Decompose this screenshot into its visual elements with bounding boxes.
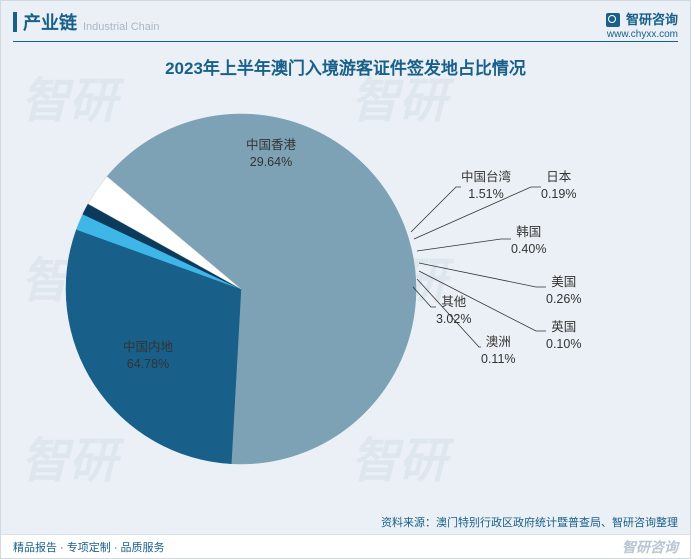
slice-label-hk: 中国香港 29.64% [246, 137, 296, 171]
pie-chart [51, 89, 431, 469]
slice-label-mainland: 中国内地 64.78% [123, 339, 173, 373]
brand-logo-icon [606, 13, 620, 27]
source-text: 资料来源：澳门特别行政区政府统计暨普查局、智研咨询整理 [381, 514, 678, 530]
footer-left: 精品报告 · 专项定制 · 品质服务 [13, 539, 165, 555]
footer: 精品报告 · 专项定制 · 品质服务 智研咨询 [1, 534, 690, 558]
slice-label-tw: 中国台湾 1.51% [461, 169, 511, 203]
header-accent-bar [13, 12, 17, 32]
brand-name: 智研咨询 [626, 12, 678, 27]
slice-label-au: 澳洲 0.11% [481, 334, 516, 368]
slice-label-jp: 日本 0.19% [541, 169, 576, 203]
slice-label-us: 美国 0.26% [546, 274, 581, 308]
chart-area: 中国香港 29.64% 中国内地 64.78% 中国台湾 1.51% 日本 0.… [1, 79, 690, 479]
slice-label-other: 其他 3.02% [436, 294, 471, 328]
header-divider [13, 41, 678, 42]
brand-block: 智研咨询 www.chyxx.com [606, 9, 678, 40]
header-title-cn: 产业链 [23, 9, 77, 35]
footer-right: 智研咨询 [622, 537, 678, 557]
brand-url: www.chyxx.com [606, 29, 678, 40]
header-title-en: Industrial Chain [83, 21, 159, 35]
slice-label-uk: 英国 0.10% [546, 319, 581, 353]
chart-container: 智研 智研 智研 智研 智研 智研 产业链 Industrial Chain 智… [0, 0, 691, 559]
slice-label-kr: 韩国 0.40% [511, 224, 546, 258]
header: 产业链 Industrial Chain [1, 1, 690, 39]
chart-title: 2023年上半年澳门入境游客证件签发地占比情况 [1, 54, 690, 79]
